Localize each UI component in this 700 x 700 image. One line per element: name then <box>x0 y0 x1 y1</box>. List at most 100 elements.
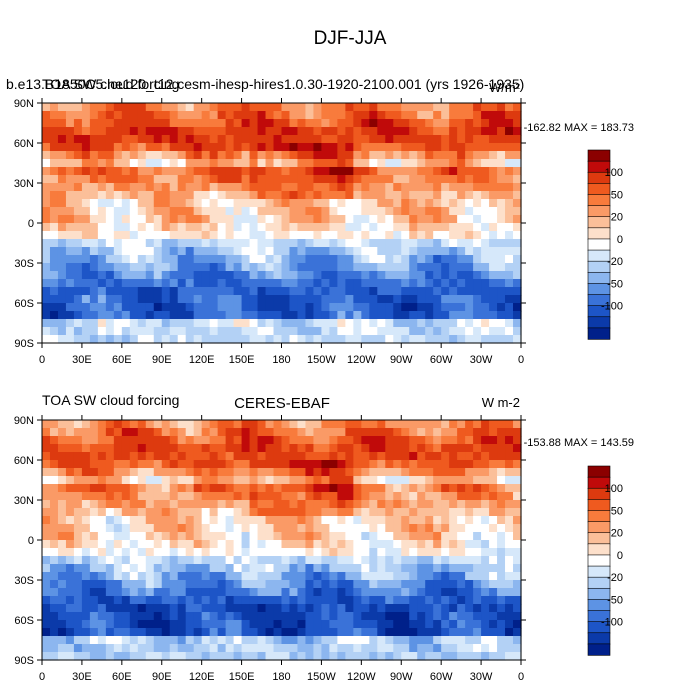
map-cell <box>217 311 227 320</box>
map-cell <box>153 207 163 216</box>
map-cell <box>281 428 291 437</box>
map-cell <box>337 516 346 525</box>
map-cell <box>401 199 410 208</box>
map-cell <box>489 516 498 525</box>
map-cell <box>161 327 171 336</box>
map-cell <box>81 452 91 461</box>
map-cell <box>105 223 115 232</box>
map-cell <box>441 588 450 597</box>
map-cell <box>337 111 346 120</box>
map-cell <box>385 119 394 128</box>
map-cell <box>193 540 203 549</box>
map-cell <box>393 319 402 328</box>
map-cell <box>321 287 330 296</box>
map-cell <box>393 500 402 509</box>
map-cell <box>497 444 506 453</box>
map-cell <box>121 524 131 533</box>
map-cell <box>121 428 131 437</box>
map-cell <box>145 279 155 288</box>
map-cell <box>401 508 410 517</box>
map-cell <box>433 143 442 152</box>
map-cell <box>393 436 402 445</box>
map-cell <box>177 327 187 336</box>
map-cell <box>321 263 330 272</box>
map-cell <box>489 151 498 160</box>
map-cell <box>401 215 410 224</box>
map-cell <box>345 428 354 437</box>
map-cell <box>281 231 291 240</box>
map-cell <box>473 151 482 160</box>
map-cell <box>233 652 243 661</box>
map-cell <box>449 191 458 200</box>
map-cell <box>137 604 147 613</box>
map-cell <box>49 508 59 517</box>
map-cell <box>417 231 426 240</box>
map-cell <box>441 532 450 541</box>
map-cell <box>377 468 386 477</box>
map-cell <box>137 444 147 453</box>
map-cell <box>145 263 155 272</box>
map-cell <box>425 143 434 152</box>
map-cell <box>457 255 466 264</box>
map-cell <box>385 199 394 208</box>
map-cell <box>473 508 482 517</box>
map-cell <box>89 311 99 320</box>
map-cell <box>129 111 139 120</box>
map-cell <box>425 295 434 304</box>
map-cell <box>305 476 315 485</box>
map-cell <box>337 287 346 296</box>
map-cell <box>169 231 179 240</box>
map-cell <box>193 295 203 304</box>
panel-obs-center-title: CERES-EBAF <box>234 395 330 412</box>
map-cell <box>145 191 155 200</box>
map-cell <box>377 167 386 176</box>
map-cell <box>65 588 75 597</box>
map-cell <box>177 604 187 613</box>
map-cell <box>425 628 434 637</box>
map-cell <box>113 287 123 296</box>
map-cell <box>257 532 267 541</box>
map-cell <box>281 620 291 629</box>
map-cell <box>233 279 243 288</box>
map-cell <box>465 580 474 589</box>
map-cell <box>305 444 315 453</box>
colorbar-swatch <box>587 521 611 534</box>
map-cell <box>89 516 99 525</box>
map-cell <box>393 492 402 501</box>
map-cell <box>377 428 386 437</box>
map-cell <box>273 111 283 120</box>
map-cell <box>393 159 402 168</box>
map-cell <box>49 556 59 565</box>
map-cell <box>73 428 83 437</box>
map-cell <box>209 311 219 320</box>
map-cell <box>281 319 291 328</box>
map-cell <box>449 143 458 152</box>
map-cell <box>177 428 187 437</box>
map-cell <box>321 532 330 541</box>
map-cell <box>89 287 99 296</box>
map-cell <box>153 167 163 176</box>
map-cell <box>361 159 370 168</box>
map-cell <box>257 255 267 264</box>
map-cell <box>185 207 195 216</box>
map-cell <box>225 303 235 312</box>
map-cell <box>201 335 211 344</box>
map-cell <box>273 207 283 216</box>
map-cell <box>233 175 243 184</box>
map-cell <box>313 247 323 256</box>
map-cell <box>185 580 195 589</box>
map-cell <box>329 311 338 320</box>
map-cell <box>201 159 211 168</box>
map-cell <box>249 167 259 176</box>
map-cell <box>449 303 458 312</box>
map-cell <box>161 119 171 128</box>
map-cell <box>281 636 291 645</box>
map-cell <box>161 452 171 461</box>
map-cell <box>42 295 51 304</box>
map-cell <box>409 215 418 224</box>
map-cell <box>185 588 195 597</box>
map-cell <box>385 175 394 184</box>
map-cell <box>241 620 251 629</box>
map-cell <box>305 436 315 445</box>
